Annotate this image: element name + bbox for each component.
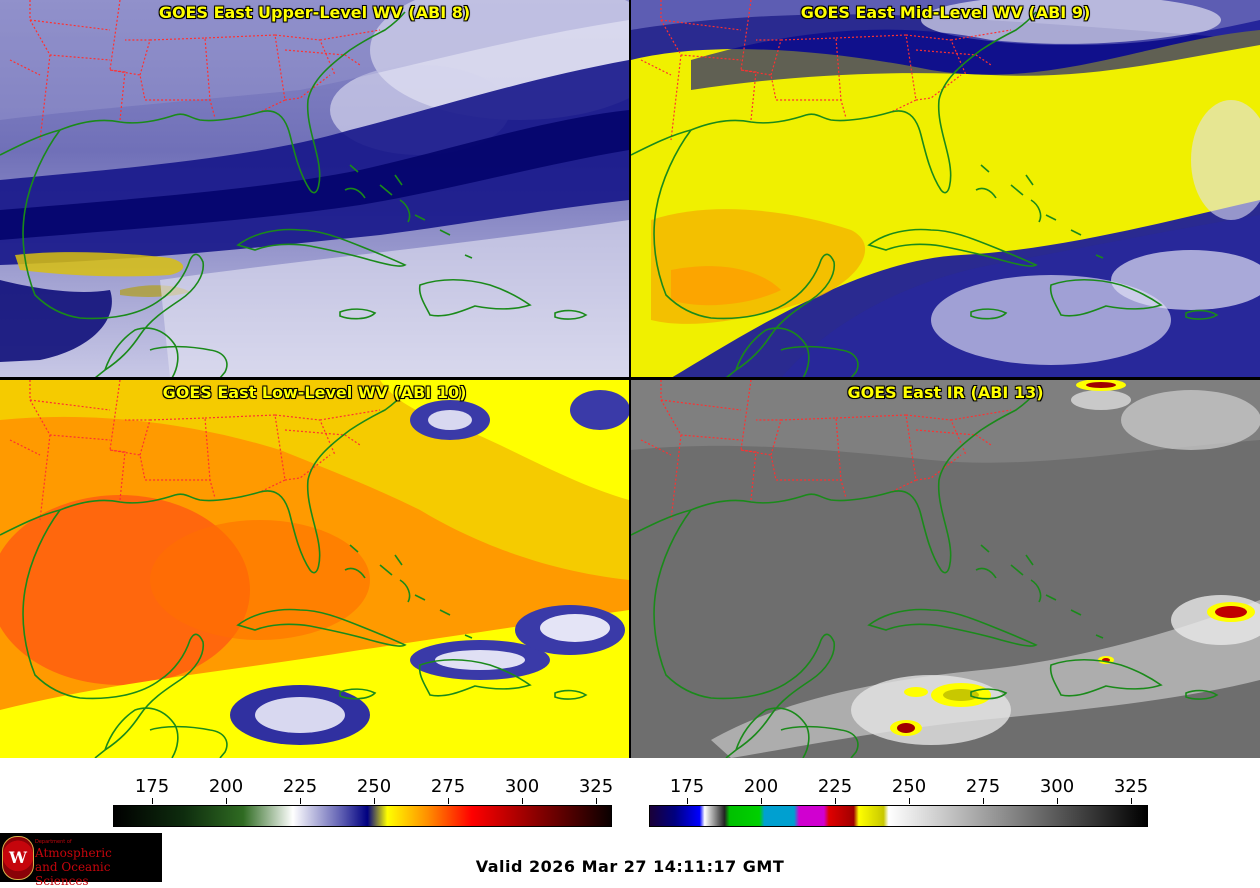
panel-title: GOES East Mid-Level WV (ABI 9)	[800, 3, 1091, 22]
logo-line-1: Atmospheric	[35, 846, 112, 860]
wv-tick-label: 200	[208, 776, 244, 797]
panel-low-level-wv: GOES East Low-Level WV (ABI 10)	[0, 380, 629, 758]
ir-tick-label: 175	[669, 776, 705, 797]
ir-tick-label: 200	[743, 776, 779, 797]
ir-tick-mark	[1131, 798, 1132, 804]
panel-title: GOES East IR (ABI 13)	[847, 383, 1044, 402]
wv-tick-label: 275	[430, 776, 466, 797]
panel-divider-horizontal	[0, 377, 1260, 380]
wv-colorbar-ticks: 175 200 225 250 275 300 325	[0, 776, 630, 804]
wv-tick-mark	[300, 798, 301, 804]
panel-title: GOES East Low-Level WV (ABI 10)	[162, 383, 467, 402]
aos-logo: W Department of Atmospheric and Oceanic …	[0, 833, 162, 888]
panel-title: GOES East Upper-Level WV (ABI 8)	[158, 3, 471, 22]
panel-ir: GOES East IR (ABI 13)	[631, 380, 1260, 758]
wv-tick-mark	[448, 798, 449, 804]
wv-tick-mark	[226, 798, 227, 804]
wv-tick-label: 300	[504, 776, 540, 797]
panel-upper-level-wv: GOES East Upper-Level WV (ABI 8)	[0, 0, 629, 378]
ir-colorbar	[649, 805, 1148, 827]
low-level-wv-image	[0, 380, 629, 758]
wv-tick-label: 250	[356, 776, 392, 797]
logo-dept-line: Department of	[35, 839, 72, 845]
ir-tick-mark	[687, 798, 688, 804]
ir-tick-mark	[983, 798, 984, 804]
wv-tick-mark	[152, 798, 153, 804]
wv-tick-label: 225	[282, 776, 318, 797]
ir-tick-mark	[835, 798, 836, 804]
wv-tick-label: 325	[578, 776, 614, 797]
ir-tick-label: 325	[1113, 776, 1149, 797]
wv-tick-mark	[522, 798, 523, 804]
mid-level-wv-image	[631, 0, 1260, 378]
wv-tick-mark	[596, 798, 597, 804]
ir-tick-label: 225	[817, 776, 853, 797]
ir-image	[631, 380, 1260, 758]
wv-tick-label: 175	[134, 776, 170, 797]
panel-mid-level-wv: GOES East Mid-Level WV (ABI 9)	[631, 0, 1260, 378]
ir-colorbar-ticks: 175 200 225 250 275 300 325	[0, 776, 1260, 804]
wv-tick-mark	[374, 798, 375, 804]
ir-tick-label: 250	[891, 776, 927, 797]
wv-colorbar	[113, 805, 612, 827]
ir-tick-label: 300	[1039, 776, 1075, 797]
ir-tick-mark	[909, 798, 910, 804]
ir-tick-mark	[761, 798, 762, 804]
ir-tick-mark	[1057, 798, 1058, 804]
upper-level-wv-image	[0, 0, 629, 378]
ir-tick-label: 275	[965, 776, 1001, 797]
valid-time: Valid 2026 Mar 27 14:11:17 GMT	[475, 857, 785, 876]
uw-seal-icon: W	[2, 836, 34, 880]
